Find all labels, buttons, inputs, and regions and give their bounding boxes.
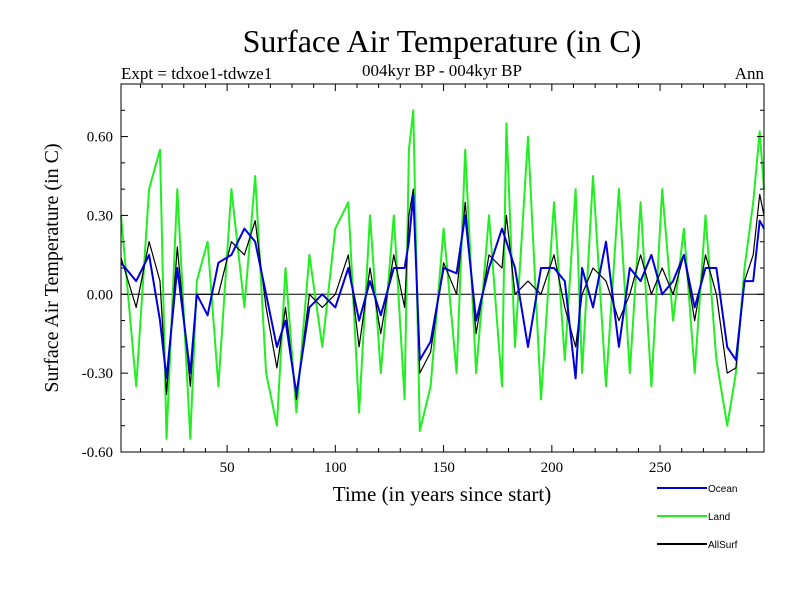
y-tick-label: -0.60 [82, 445, 113, 461]
y-tick-label: 0.60 [87, 130, 113, 146]
experiment-label: Expt = tdxoe1-tdwze1 [121, 64, 272, 83]
legend-label-land: Land [708, 512, 730, 523]
x-axis-label: Time (in years since start) [333, 482, 552, 506]
legend-label-ocean: Ocean [708, 484, 737, 495]
series-line-land [120, 109, 765, 440]
x-tick-label: 100 [324, 460, 347, 476]
series-line-allsurf [120, 188, 765, 400]
x-tick-label: 200 [541, 460, 564, 476]
legend: Ocean Land AllSurf [657, 484, 738, 551]
x-tick-label: 250 [649, 460, 672, 476]
chart-title: Surface Air Temperature (in C) [243, 23, 642, 59]
y-tick-label: 0.30 [87, 208, 113, 224]
plot-area: 50 100 150 200 250 -0.60 -0.30 0.00 0.30 0.60 [82, 83, 765, 476]
season-label: Ann [735, 64, 765, 83]
x-tick-label: 150 [432, 460, 455, 476]
legend-label-allsurf: AllSurf [708, 540, 738, 551]
y-tick-label: 0.00 [87, 287, 113, 303]
y-axis-label: Surface Air Temperature (in C) [41, 143, 63, 392]
chart-subtitle: 004kyr BP - 004kyr BP [362, 61, 522, 80]
series-line-ocean [120, 193, 765, 396]
y-tick-label: -0.30 [82, 366, 113, 382]
x-tick-label: 50 [220, 460, 235, 476]
